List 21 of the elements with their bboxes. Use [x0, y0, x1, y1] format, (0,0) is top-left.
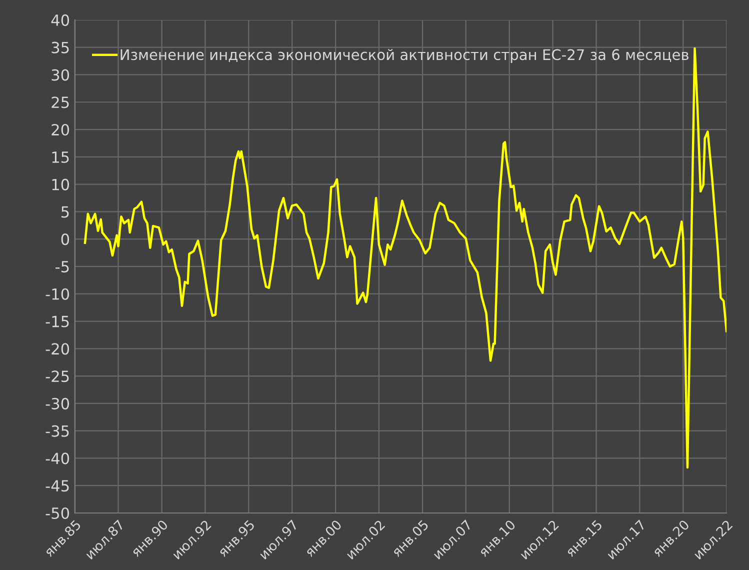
y-tick-label: 30 [52, 69, 70, 81]
y-tick-label: -15 [46, 316, 69, 328]
y-tick-label: -10 [46, 288, 70, 300]
legend-label: Изменение индекса экономической активности стран ЕС-27 за 6 месяцев [120, 48, 688, 63]
y-tick-label: -45 [46, 480, 69, 492]
y-tick-label: 20 [52, 124, 70, 136]
y-tick-label: 10 [52, 178, 70, 190]
y-tick-label: 25 [52, 96, 69, 108]
y-tick-label: -40 [46, 452, 70, 464]
y-tick-label: -50 [46, 507, 70, 520]
y-tick-label: -30 [46, 398, 70, 410]
y-tick-label: 40 [51, 14, 70, 26]
y-tick-label: 5 [62, 206, 69, 218]
y-tick-label: -20 [46, 343, 70, 355]
line-series [84, 47, 727, 469]
y-tick-label: -35 [46, 425, 69, 437]
y-tick-label: -5 [56, 261, 69, 272]
y-tick-label: 0 [61, 234, 70, 246]
y-tick-label: 35 [52, 42, 69, 54]
y-tick-label: -25 [46, 370, 69, 382]
y-tick-label: 15 [52, 152, 69, 163]
